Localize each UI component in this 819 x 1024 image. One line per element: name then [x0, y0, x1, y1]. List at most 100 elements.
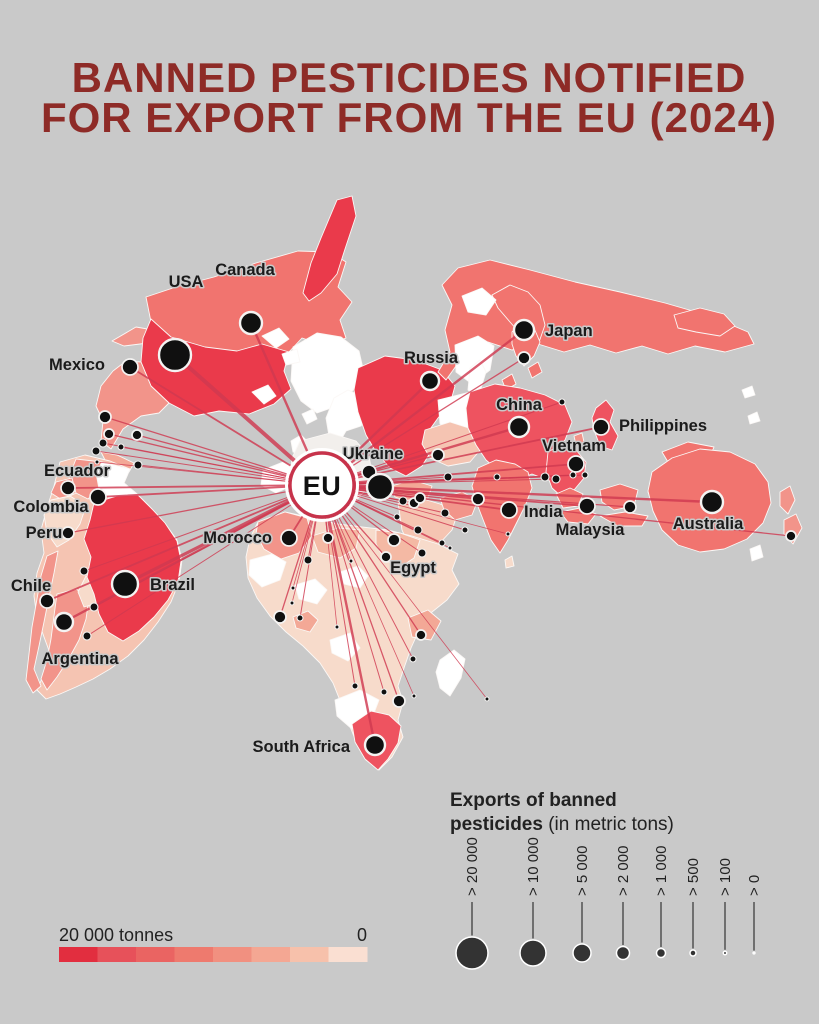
land-alaska — [302, 195, 357, 302]
destination-dot — [493, 473, 501, 481]
country-marker-china — [507, 415, 531, 439]
flow-line-south-africa — [320, 483, 377, 747]
flow-line-japan — [320, 328, 526, 487]
country-marker-argentina — [53, 611, 75, 633]
color-bar-segment — [290, 947, 329, 962]
destination-dot — [322, 532, 334, 544]
destination-dot — [431, 448, 445, 462]
country-label-ecuador: Ecuador — [44, 462, 111, 480]
flow-line — [321, 484, 356, 687]
color-bar-segment — [251, 947, 291, 962]
destination-dot — [558, 398, 566, 406]
country-marker-canada — [238, 310, 264, 336]
size-legend-label: > 100 — [717, 858, 734, 896]
size-legend-circle — [455, 936, 489, 970]
destination-dot — [131, 429, 143, 441]
destination-dot — [438, 539, 446, 547]
size-legend-label: > 500 — [685, 858, 702, 896]
destination-dot — [98, 438, 108, 448]
country-marker-philippines — [592, 418, 610, 436]
destination-dot — [440, 508, 450, 518]
eu-hub-halo — [285, 448, 359, 522]
destination-dot — [447, 545, 453, 551]
size-legend-circle — [752, 951, 756, 955]
country-marker-vietnam — [567, 455, 585, 473]
country-marker-south-africa — [363, 733, 387, 757]
country-labels: USA Canada Mexico Ecuador Colombia Peru Chile B… — [9, 260, 745, 758]
destination-dot — [387, 533, 401, 547]
flow-line — [321, 484, 415, 697]
destination-dot — [380, 688, 388, 696]
land-iceland — [301, 408, 318, 425]
destination-dot — [103, 428, 115, 440]
country-label-argentina: Argentina — [41, 650, 119, 668]
destination-dot — [409, 655, 417, 663]
flow-line-peru — [67, 484, 323, 534]
size-legend-circle — [655, 947, 667, 959]
country-export-markers — [39, 310, 725, 757]
country-label-morocco: Morocco — [203, 529, 272, 547]
destination-dot — [505, 531, 511, 537]
country-label-china: China — [496, 396, 543, 414]
land-japan-south — [527, 361, 543, 379]
land-siberia-white-2 — [461, 287, 497, 316]
color-legend: 20 000 tonnes 0 — [59, 925, 368, 962]
country-marker-brazil — [110, 569, 140, 599]
land-chile — [25, 550, 59, 694]
country-label-south-africa: South Africa — [253, 738, 351, 756]
land-arctic-island-3 — [251, 384, 277, 405]
eu-hub-circle — [288, 451, 356, 519]
country-label-malaysia: Malaysia — [556, 521, 626, 539]
country-label-india: India — [524, 503, 563, 521]
land-taiwan — [573, 432, 585, 446]
size-legend-label: > 0 — [746, 875, 763, 896]
land-pacific-island-1 — [741, 385, 756, 399]
country-label-egypt: Egypt — [390, 559, 436, 577]
land-new-zealand-north — [779, 485, 796, 515]
destination-dot — [79, 566, 89, 576]
size-legend-circle — [615, 945, 631, 961]
color-legend-min-label: 0 — [357, 925, 367, 945]
size-legend-label: > 2 000 — [615, 846, 632, 896]
flow-line — [321, 484, 792, 537]
country-marker-chile — [39, 593, 55, 609]
country-marker-japan — [512, 318, 536, 342]
small-destination-dots — [79, 351, 797, 708]
destination-dot — [296, 614, 304, 622]
land-java — [599, 511, 649, 527]
eu-hub-label: EU — [303, 471, 342, 501]
destination-dot — [413, 525, 423, 535]
destination-dot — [484, 696, 490, 702]
world-landmasses — [25, 195, 803, 771]
land-brazil — [83, 494, 182, 642]
size-legend-label: > 20 000 — [464, 837, 481, 896]
flow-line — [86, 484, 323, 637]
color-bar-segment — [174, 947, 214, 962]
country-label-chile: Chile — [11, 577, 51, 595]
color-bar-segment — [59, 947, 98, 962]
country-marker-egypt — [380, 551, 392, 563]
destination-dot — [398, 496, 408, 506]
country-label-ukraine: Ukraine — [343, 445, 404, 463]
flow-line-mexico — [129, 366, 323, 486]
size-legend-title-bold: pesticides — [450, 814, 543, 835]
destination-dot — [411, 693, 417, 699]
destination-dot — [414, 492, 426, 504]
color-legend-max-label: 20 000 tonnes — [59, 925, 173, 945]
color-bar-segment — [136, 947, 175, 962]
size-legend-label: > 5 000 — [574, 846, 591, 896]
destination-dot — [133, 460, 143, 470]
destination-dot — [392, 694, 406, 708]
flow-line — [321, 484, 488, 700]
country-marker-australia — [699, 489, 725, 515]
destination-dot — [471, 492, 485, 506]
country-marker-colombia — [89, 488, 107, 506]
country-label-australia: Australia — [673, 515, 744, 533]
country-marker-india — [500, 501, 518, 519]
size-legend-circle — [689, 949, 697, 957]
land-peru — [43, 495, 87, 548]
destination-dot — [551, 474, 561, 484]
size-legend-circle — [722, 950, 728, 956]
color-bar-segment — [213, 947, 252, 962]
